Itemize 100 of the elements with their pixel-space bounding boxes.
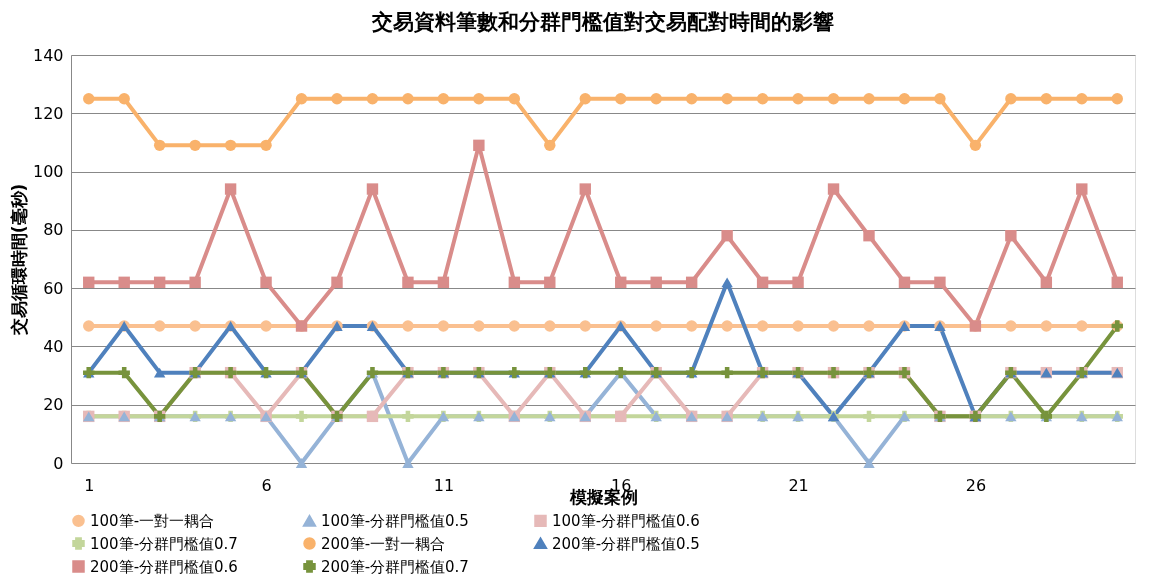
point	[544, 139, 556, 152]
point	[969, 139, 982, 152]
point	[118, 276, 130, 289]
point	[650, 320, 662, 332]
point	[437, 93, 450, 105]
y-tick-label: 60	[43, 278, 64, 298]
point	[295, 458, 308, 468]
point	[863, 458, 875, 468]
point	[189, 139, 201, 152]
point	[863, 93, 875, 105]
point	[366, 93, 379, 105]
point	[827, 320, 840, 332]
legend-label: 100筆-分群門檻值0.7	[90, 534, 238, 553]
point	[295, 93, 308, 105]
point	[473, 139, 485, 152]
point	[1040, 320, 1053, 332]
y-tick-label: 40	[43, 336, 64, 356]
point	[721, 320, 733, 332]
point	[792, 93, 804, 105]
point	[83, 276, 95, 289]
y-axis-title: 交易循環時間(毫秒)	[8, 183, 29, 337]
point	[508, 93, 521, 105]
legend-label: 200筆-分群門檻值0.5	[552, 534, 700, 553]
point	[863, 320, 875, 332]
point	[189, 276, 201, 289]
point	[1111, 276, 1123, 289]
point	[685, 320, 698, 332]
legend-label: 200筆-一對一耦合	[321, 534, 446, 553]
point	[650, 93, 662, 105]
point	[756, 93, 769, 105]
point	[1076, 183, 1088, 195]
point	[331, 93, 343, 105]
chart-title: 交易資料筆數和分群門檻值對交易配對時間的影響	[371, 10, 834, 34]
point	[579, 93, 591, 105]
point	[437, 276, 450, 289]
point	[544, 276, 556, 289]
point	[83, 93, 95, 105]
point	[153, 320, 166, 332]
point	[508, 320, 521, 332]
point	[402, 320, 414, 332]
y-tick-label: 140	[32, 45, 64, 65]
legend-label: 100筆-分群門檻值0.5	[321, 512, 469, 531]
point	[260, 276, 272, 289]
legend-label: 100筆-一對一耦合	[90, 511, 215, 530]
point	[934, 276, 946, 289]
point	[118, 366, 130, 379]
x-tick-label: 26	[965, 475, 987, 495]
point	[402, 276, 414, 289]
point	[756, 320, 769, 332]
point	[898, 276, 911, 289]
x-tick-label: 6	[261, 475, 272, 495]
point	[153, 276, 166, 289]
point	[544, 320, 556, 332]
point	[366, 183, 379, 195]
point	[153, 139, 166, 152]
x-tick-label: 11	[433, 475, 455, 495]
point	[1111, 93, 1123, 105]
point	[224, 139, 237, 152]
y-tick-label: 0	[53, 453, 64, 473]
point	[721, 277, 733, 288]
point	[721, 366, 733, 379]
point	[756, 276, 769, 289]
point	[827, 183, 840, 195]
point	[792, 320, 804, 332]
y-tick-label: 100	[32, 162, 64, 182]
point	[650, 276, 662, 289]
point	[615, 276, 627, 289]
point	[792, 276, 804, 289]
point	[224, 183, 237, 195]
point	[1076, 93, 1088, 105]
point	[898, 93, 911, 105]
point	[189, 320, 201, 332]
point	[685, 93, 698, 105]
point	[402, 410, 414, 423]
point	[260, 139, 272, 152]
point	[721, 93, 733, 105]
point	[402, 93, 414, 105]
point	[402, 458, 414, 468]
point	[827, 93, 840, 105]
point	[1040, 276, 1053, 289]
point	[934, 93, 946, 105]
x-tick-label: 21	[788, 475, 809, 495]
point	[863, 410, 875, 423]
point	[1040, 93, 1053, 105]
point	[579, 183, 591, 195]
point	[1005, 93, 1017, 105]
point	[260, 320, 272, 332]
point	[579, 320, 591, 332]
point	[83, 320, 95, 332]
legend-label: 200筆-分群門檻值0.7	[321, 557, 469, 576]
point	[508, 276, 521, 289]
x-tick-label: 1	[84, 475, 95, 495]
point	[1076, 320, 1088, 332]
point	[437, 320, 450, 332]
point	[1005, 320, 1017, 332]
point	[473, 93, 485, 105]
point	[1005, 229, 1017, 242]
point	[118, 93, 130, 105]
point	[295, 410, 308, 423]
point	[153, 367, 166, 378]
